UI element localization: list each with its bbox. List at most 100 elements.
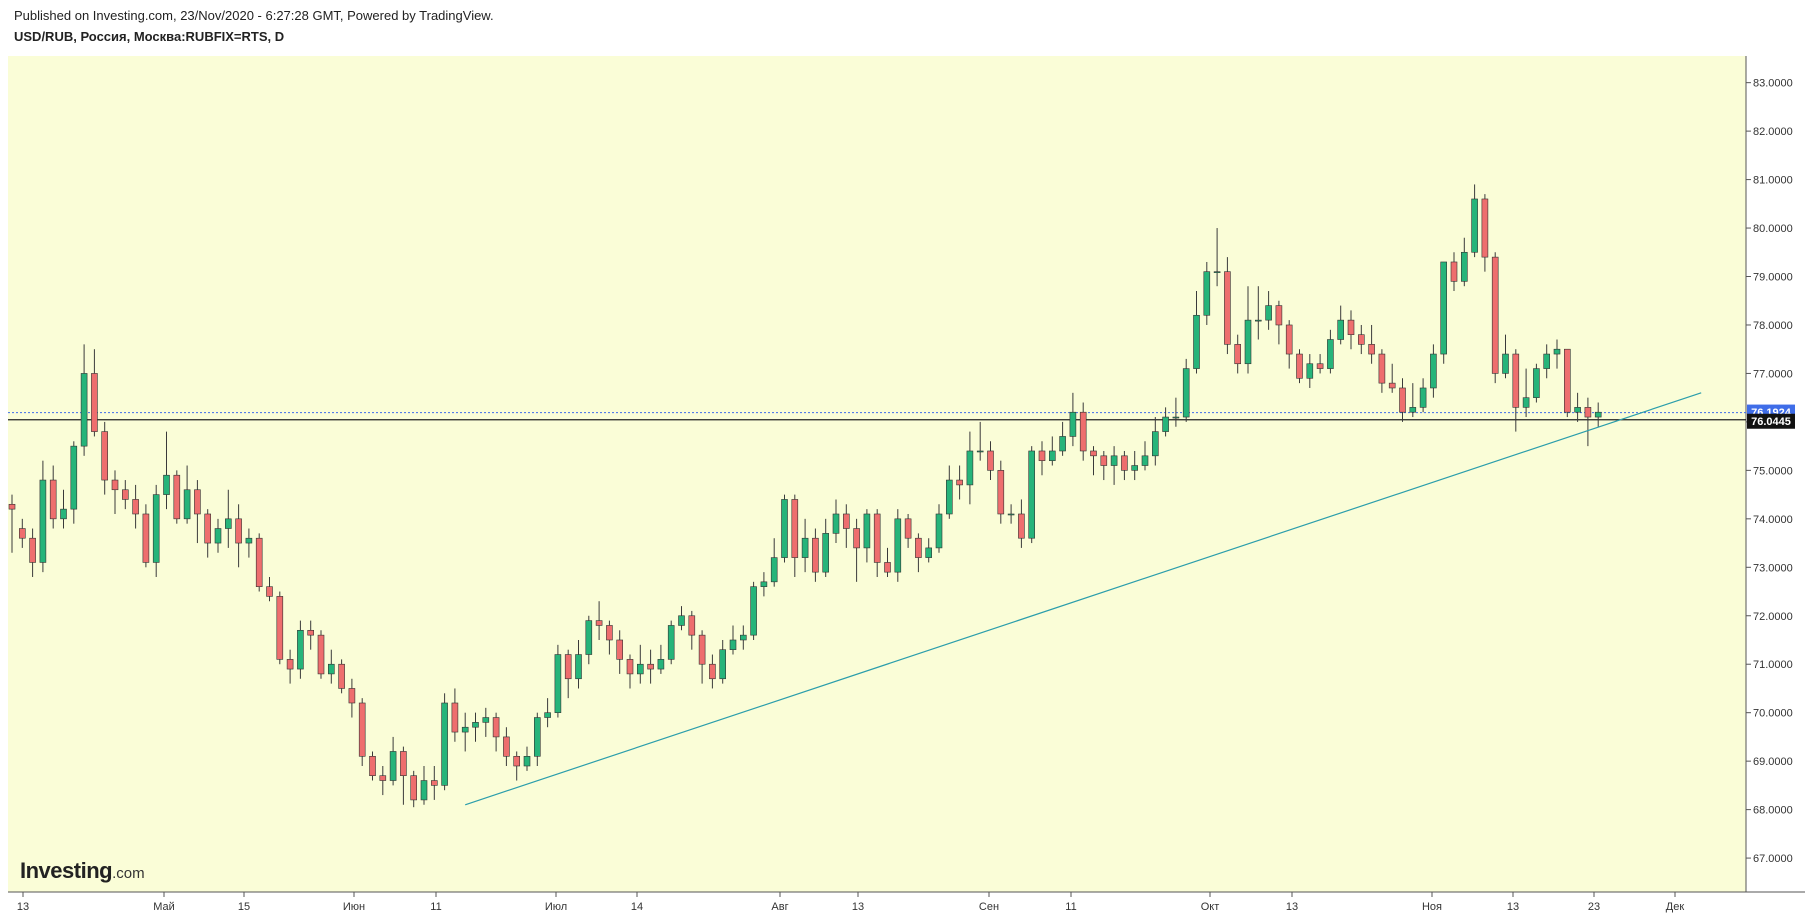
candle-down	[122, 489, 129, 500]
candle-up	[183, 489, 191, 520]
candle-up	[575, 654, 582, 680]
candle-down	[791, 499, 799, 558]
candle-up	[1574, 407, 1581, 413]
candle-down	[1275, 305, 1283, 326]
y-tick-label: 82.0000	[1753, 126, 1793, 138]
candle-up	[750, 586, 757, 636]
candle-up	[554, 654, 562, 713]
candle-down	[1316, 363, 1324, 369]
candle-up	[1172, 416, 1180, 419]
logo-suffix-text: .com	[112, 865, 145, 882]
candle-up	[461, 726, 469, 733]
investing-logo: Investing.com	[20, 858, 145, 884]
candle-down	[884, 562, 891, 573]
y-axis-ticks: 67.0000 68.0000 69.0000 70.0000 71.0000 72.00…	[1746, 78, 1793, 865]
candle-up	[935, 513, 943, 549]
candle-down	[997, 470, 1005, 515]
candle-down	[430, 780, 438, 786]
candle-up	[1069, 411, 1077, 437]
candle-down	[1491, 256, 1499, 374]
logo-main-text: Investing	[20, 858, 113, 883]
x-tick-label: 13	[1286, 901, 1298, 913]
price-scale-area[interactable]	[1746, 56, 1805, 892]
candle-down	[812, 537, 819, 573]
candle-down	[317, 634, 325, 675]
candle-up	[1327, 339, 1334, 369]
candle-down	[1038, 450, 1046, 461]
candle-up	[1553, 348, 1561, 355]
candle-up	[482, 717, 490, 723]
candle-up	[1255, 319, 1262, 322]
candle-up	[1522, 397, 1530, 408]
candle-down	[987, 450, 994, 471]
candle-up	[729, 639, 737, 650]
candle-up	[781, 499, 788, 558]
candle-down	[286, 659, 294, 670]
candle-down	[904, 518, 912, 539]
candle-up	[1337, 319, 1344, 340]
y-tick-label: 72.0000	[1753, 611, 1793, 623]
candle-up	[1502, 353, 1509, 374]
candle-down	[1224, 271, 1231, 345]
x-tick-label: Авг	[771, 901, 788, 913]
candle-up	[1141, 455, 1149, 466]
y-tick-label: 79.0000	[1753, 272, 1793, 284]
candle-up	[533, 717, 541, 757]
candle-down	[688, 615, 696, 636]
candle-up	[636, 663, 644, 675]
candle-down	[338, 663, 345, 689]
candle-up	[1440, 261, 1447, 355]
candle-up	[976, 450, 984, 453]
y-tick-label: 73.0000	[1753, 562, 1793, 574]
candle-up	[1049, 450, 1056, 461]
candle-down	[1234, 344, 1241, 365]
candle-down	[49, 479, 57, 520]
trendline[interactable]	[465, 392, 1702, 806]
published-caption: Published on Investing.com, 23/Nov/2020 …	[14, 8, 494, 23]
candle-up	[523, 756, 531, 767]
candle-down	[410, 775, 418, 801]
candle-down	[1018, 513, 1025, 539]
candle-up	[152, 494, 160, 563]
candle-up	[1059, 436, 1066, 452]
candle-down	[873, 513, 881, 563]
candle-down	[1399, 387, 1406, 413]
candle-up	[1543, 353, 1550, 369]
y-tick-label: 74.0000	[1753, 514, 1793, 526]
x-tick-label: Июл	[545, 901, 567, 913]
candle-down	[276, 596, 284, 660]
candle-down	[1368, 344, 1375, 355]
candle-down	[647, 663, 654, 670]
candle-down	[956, 479, 963, 486]
candle-down	[1100, 455, 1108, 466]
price-lines	[8, 412, 1746, 421]
candle-down	[307, 629, 315, 636]
candle-up	[70, 445, 78, 510]
y-tick-label: 78.0000	[1753, 320, 1793, 332]
x-tick-label: 23	[1588, 901, 1600, 913]
candle-down	[626, 659, 634, 675]
x-tick-label: Окт	[1201, 901, 1220, 913]
candle-up	[80, 373, 88, 447]
candle-down	[1079, 411, 1087, 452]
candle-down	[1388, 382, 1396, 389]
candle-up	[585, 620, 593, 655]
candle-down	[18, 528, 26, 539]
candle-up	[1162, 416, 1169, 432]
chart-header: Published on Investing.com, 23/Nov/2020 …	[14, 8, 494, 45]
symbol-title: USD/RUB, Россия, Москва:RUBFIX=RTS, D	[14, 29, 285, 44]
x-tick-label: Дек	[1666, 901, 1685, 913]
candle-down	[358, 702, 366, 757]
candle-down	[606, 625, 613, 641]
candle-down	[492, 717, 500, 738]
y-tick-label: 80.0000	[1753, 223, 1793, 235]
candle-up	[1028, 450, 1035, 539]
candle-down	[1512, 353, 1520, 408]
y-tick-label: 68.0000	[1753, 805, 1793, 817]
candle-down	[1347, 319, 1355, 335]
x-tick-label: 13	[17, 901, 29, 913]
y-tick-label: 77.0000	[1753, 368, 1793, 380]
plot-area[interactable]	[8, 56, 1746, 892]
candle-up	[544, 712, 551, 718]
